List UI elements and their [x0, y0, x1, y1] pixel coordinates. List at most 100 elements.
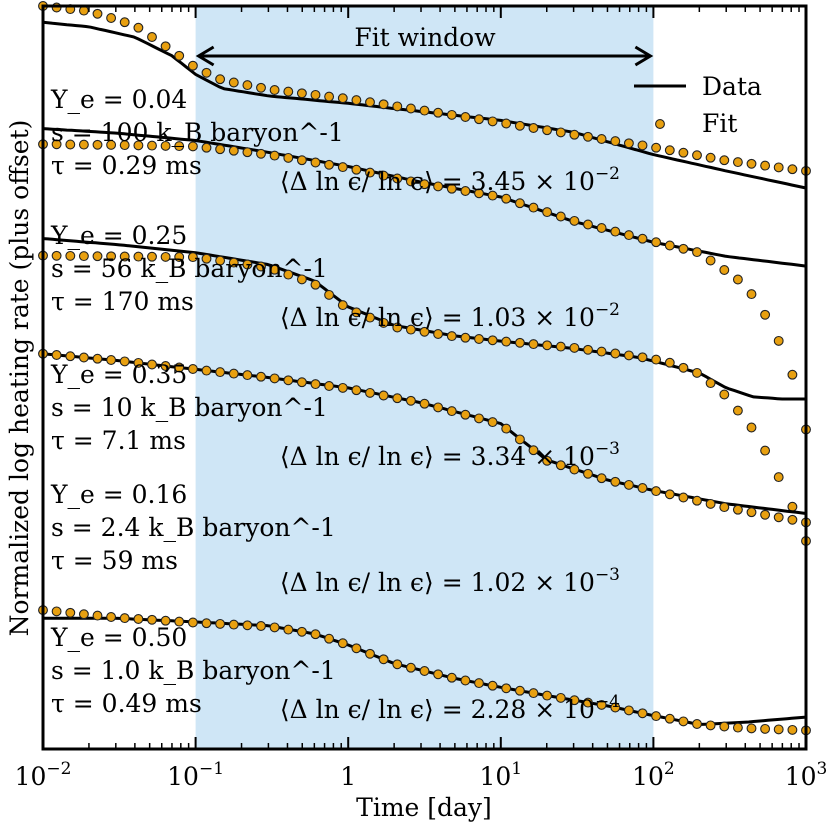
- fit-point: [133, 357, 144, 368]
- fit-point: [405, 176, 416, 187]
- fit-point: [623, 350, 634, 361]
- fit-point: [583, 697, 593, 708]
- fit-point: [746, 158, 757, 169]
- fit-point: [732, 157, 743, 168]
- series-4: [38, 348, 811, 528]
- fit-point: [78, 352, 89, 363]
- fit-point: [446, 406, 457, 417]
- metric-text: ⟨Δ ln ϵ/ ln ϵ⟩ = 1.03 × 10: [280, 303, 595, 332]
- fit-point: [65, 139, 76, 150]
- fit-point: [201, 618, 212, 629]
- fit-point: [474, 334, 484, 344]
- fit-point: [92, 139, 103, 150]
- tick-base: 10: [15, 762, 47, 791]
- fit-point: [324, 159, 335, 170]
- fit-point: [596, 699, 607, 710]
- fit-point: [746, 422, 757, 433]
- fit-point: [392, 173, 403, 184]
- fit-point: [555, 460, 566, 471]
- fit-point: [637, 352, 648, 363]
- fit-point: [555, 341, 566, 352]
- fit-point: [174, 362, 185, 373]
- fit-point: [692, 367, 702, 378]
- fit-point: [133, 140, 144, 151]
- fit-point: [514, 434, 525, 445]
- fit-point: [501, 683, 512, 694]
- fit-point: [351, 95, 362, 106]
- fit-point: [51, 250, 62, 261]
- fit-point: [351, 307, 362, 318]
- fit-point: [310, 279, 321, 290]
- fit-point: [392, 101, 403, 112]
- fit-point: [446, 672, 457, 683]
- x-tick-label: 103: [785, 759, 828, 791]
- series-param-line: Y_e = 0.25: [50, 221, 187, 250]
- fit-point: [78, 609, 89, 620]
- fit-point: [106, 13, 117, 23]
- fit-point: [378, 170, 389, 181]
- fit-point: [174, 616, 185, 627]
- fit-point: [187, 252, 198, 263]
- fit-point: [678, 492, 689, 503]
- fit-point: [460, 112, 471, 122]
- tick-base: 10: [632, 762, 664, 791]
- fit-point: [583, 219, 593, 230]
- fit-point: [187, 141, 198, 152]
- fit-point: [242, 370, 253, 381]
- fit-point: [596, 223, 607, 233]
- fit-point: [405, 324, 416, 335]
- fit-point: [501, 118, 512, 129]
- fit-point: [474, 188, 484, 199]
- series-param-line: s = 2.4 k_B baryon^-1: [51, 513, 336, 542]
- fit-point: [65, 607, 76, 618]
- tick-base: 10: [167, 762, 199, 791]
- fit-point: [92, 353, 103, 364]
- fit-point: [337, 638, 348, 649]
- fit-point: [637, 483, 648, 493]
- series-label-2: Y_e = 0.25 s = 56 k_B baryon^-1 τ = 170 ms…: [50, 221, 620, 332]
- fit-point: [460, 186, 471, 196]
- fit-point: [65, 250, 76, 261]
- fit-point: [228, 77, 239, 88]
- fit-point: [664, 145, 675, 156]
- fit-point: [651, 354, 662, 365]
- fit-point: [351, 643, 362, 654]
- fit-point: [51, 606, 62, 617]
- fit-point: [487, 680, 498, 691]
- fit-point: [487, 335, 498, 346]
- fit-point: [732, 722, 743, 733]
- fit-point: [542, 207, 553, 218]
- fit-point: [555, 211, 566, 222]
- fit-point: [296, 155, 307, 166]
- fit-point: [528, 123, 539, 133]
- fit-point: [351, 164, 362, 175]
- fit-error-metric: ⟨Δ ln ϵ/ ln ϵ⟩ = 3.45 × 10−2: [280, 164, 620, 196]
- fit-point: [637, 708, 648, 719]
- fit-point: [351, 385, 362, 396]
- fit-point: [623, 479, 634, 490]
- fit-error-metric: ⟨Δ ln ϵ/ ln ϵ⟩ = 1.03 × 10−2: [280, 300, 620, 332]
- fit-point: [678, 243, 689, 254]
- fit-point: [160, 615, 171, 626]
- fit-point: [283, 624, 294, 635]
- fit-point: [446, 183, 457, 194]
- fit-point: [133, 251, 144, 262]
- fit-point: [65, 351, 76, 362]
- metric-text: ⟨Δ ln ϵ/ ln ϵ⟩ = 1.02 × 10: [280, 568, 595, 597]
- fit-point: [201, 253, 212, 264]
- metric-exponent: −4: [595, 692, 620, 712]
- series-1: [38, 1, 811, 190]
- fit-point: [106, 355, 117, 365]
- fit-point: [501, 423, 512, 434]
- tick-exponent: 3: [816, 759, 827, 779]
- fit-point: [583, 468, 593, 479]
- fit-point: [692, 719, 702, 729]
- fit-point: [569, 129, 580, 140]
- fit-point: [760, 309, 771, 320]
- fit-point: [51, 139, 62, 150]
- x-tick-label: 102: [632, 759, 675, 791]
- fit-point: [174, 141, 185, 152]
- fit-point: [133, 22, 144, 33]
- fit-point: [419, 179, 430, 190]
- fit-point: [133, 614, 144, 624]
